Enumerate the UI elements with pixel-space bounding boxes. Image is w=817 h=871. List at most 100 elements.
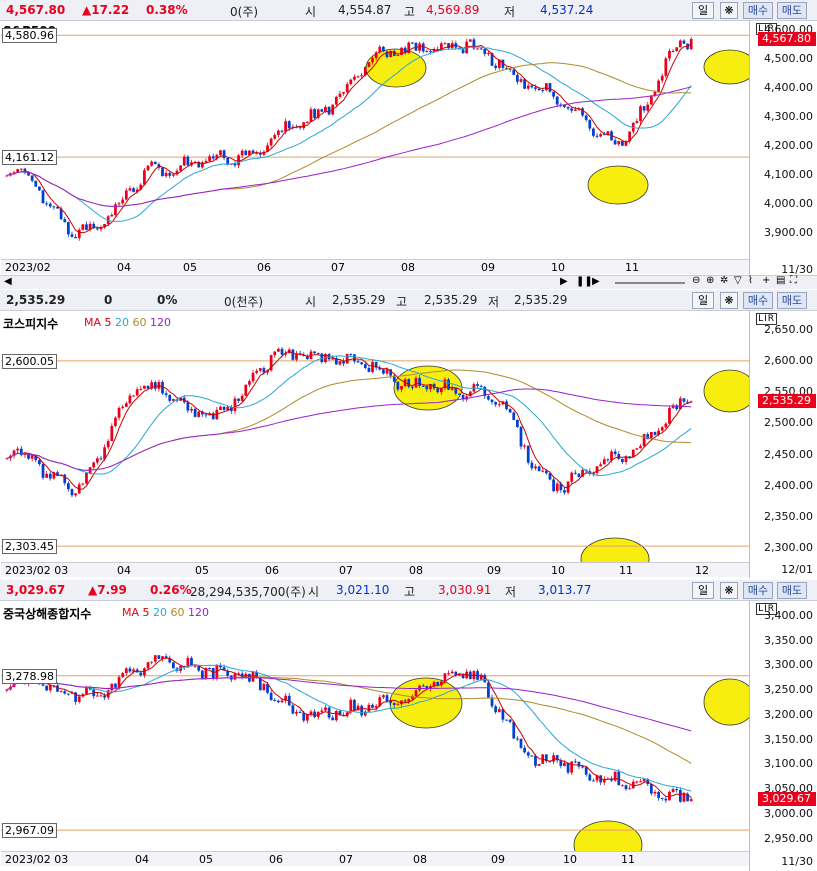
period-button[interactable]: 일	[692, 2, 714, 19]
candle-body	[555, 483, 559, 492]
candle-body	[262, 368, 266, 373]
buy-button[interactable]: 매수	[743, 292, 773, 309]
x-tick-label: 08	[413, 853, 427, 866]
candle-body	[458, 393, 461, 395]
period-button[interactable]: 일	[692, 582, 714, 599]
candle-body	[52, 472, 56, 479]
candle-body	[526, 85, 530, 89]
candle-body	[114, 204, 117, 215]
filter-icon[interactable]: ▽	[734, 275, 742, 286]
candle-body	[657, 430, 660, 435]
candle-body	[606, 459, 610, 461]
candle-body	[570, 472, 574, 482]
low-label: 저	[504, 5, 516, 19]
candle-body	[302, 712, 306, 721]
scroll-toolbar[interactable]: ◀ ▶ ❚❚ ▶ ⊖ ⊕ ✲ ▽ ⌇ + ▤ ⛶	[0, 275, 817, 289]
scroll-left-icon[interactable]: ◀	[4, 276, 12, 287]
zoom-slider[interactable]	[615, 282, 685, 284]
candle-body	[552, 479, 555, 492]
candle-body	[400, 386, 403, 390]
gear-icon[interactable]: ❋	[720, 2, 738, 19]
price-chart[interactable]	[1, 601, 749, 851]
candle-body	[682, 793, 686, 802]
candle-body	[537, 466, 541, 472]
candle-body	[508, 68, 512, 70]
sell-button[interactable]: 매도	[777, 292, 807, 309]
candle-body	[353, 354, 356, 362]
candle-body	[501, 59, 505, 68]
candle-body	[516, 74, 519, 82]
candle-body	[143, 385, 146, 389]
candle-body	[483, 48, 487, 55]
price-chart[interactable]	[1, 21, 749, 259]
candle-body	[505, 401, 508, 410]
indicator-icon[interactable]: ⌇	[748, 275, 753, 286]
candle-body	[316, 711, 320, 717]
buy-button[interactable]: 매수	[743, 2, 773, 19]
candle-body	[338, 93, 342, 97]
scale-toggle[interactable]: LIR	[756, 603, 777, 615]
sell-button[interactable]: 매도	[777, 2, 807, 19]
candle-body	[429, 384, 432, 390]
candle-body	[356, 705, 360, 711]
pause-icon[interactable]: ❚❚	[576, 276, 593, 287]
buy-button[interactable]: 매수	[743, 582, 773, 599]
candle-body	[371, 704, 374, 708]
period-button[interactable]: 일	[692, 292, 714, 309]
candle-body	[132, 188, 135, 192]
candle-body	[447, 43, 450, 49]
candle-body	[494, 65, 498, 68]
y-tick-label: 4,500.00	[764, 51, 813, 65]
current-price-marker: 3,029.67	[758, 792, 816, 807]
low-value: 2,535.29	[514, 293, 568, 307]
price-chart[interactable]	[1, 311, 749, 562]
ma60-line	[6, 676, 692, 764]
y-tick-label: 4,300.00	[764, 109, 813, 123]
candle-body	[403, 700, 407, 702]
zoom-in-icon[interactable]: ⊕	[706, 275, 715, 286]
candle-body	[476, 48, 479, 50]
scroll-right-icon[interactable]: ▶	[560, 276, 568, 287]
candle-body	[548, 473, 552, 480]
candle-body	[613, 771, 617, 781]
candle-body	[363, 711, 367, 716]
candle-body	[621, 458, 624, 463]
gear-icon[interactable]: ❋	[720, 292, 738, 309]
add-icon[interactable]: +	[762, 275, 771, 286]
sell-button[interactable]: 매도	[777, 582, 807, 599]
current-price: 3,029.67	[6, 583, 66, 597]
expand-icon[interactable]: ⛶	[790, 275, 797, 286]
current-price-marker: 4,567.80	[758, 32, 816, 47]
candle-body	[248, 381, 251, 385]
candle-body	[48, 473, 52, 479]
candle-body	[559, 483, 563, 491]
candle-body	[516, 738, 519, 740]
candle-body	[628, 131, 632, 142]
candle-body	[273, 351, 277, 356]
layout-icon[interactable]: ▤	[776, 275, 786, 286]
candle-body	[92, 223, 96, 229]
settings-icon[interactable]: ✲	[720, 275, 729, 286]
candle-body	[385, 51, 389, 57]
candle-body	[602, 134, 606, 136]
zoom-out-icon[interactable]: ⊖	[692, 275, 701, 286]
x-axis: 2023/02 03 04 05 06 07 08 09 10 11	[1, 851, 749, 866]
candle-body	[342, 361, 345, 364]
candle-body	[211, 413, 215, 420]
candle-body	[219, 406, 222, 410]
candlestick-svg	[1, 347, 749, 562]
candle-body	[555, 96, 559, 105]
panel-shanghai: 3,029.67 ▲7.99 0.26% 28,294,535,700(주) 시…	[0, 580, 817, 871]
candle-body	[186, 156, 190, 166]
scale-toggle[interactable]: LIR	[756, 313, 777, 325]
candle-body	[396, 381, 400, 390]
gear-icon[interactable]: ❋	[720, 582, 738, 599]
x-tick-label: 10	[551, 564, 565, 577]
candle-body	[624, 785, 628, 790]
ma5-line	[6, 43, 692, 234]
candle-body	[117, 203, 121, 205]
candle-body	[439, 681, 443, 686]
candle-body	[668, 50, 671, 59]
candle-body	[27, 453, 30, 459]
play-icon[interactable]: ▶	[592, 276, 600, 287]
